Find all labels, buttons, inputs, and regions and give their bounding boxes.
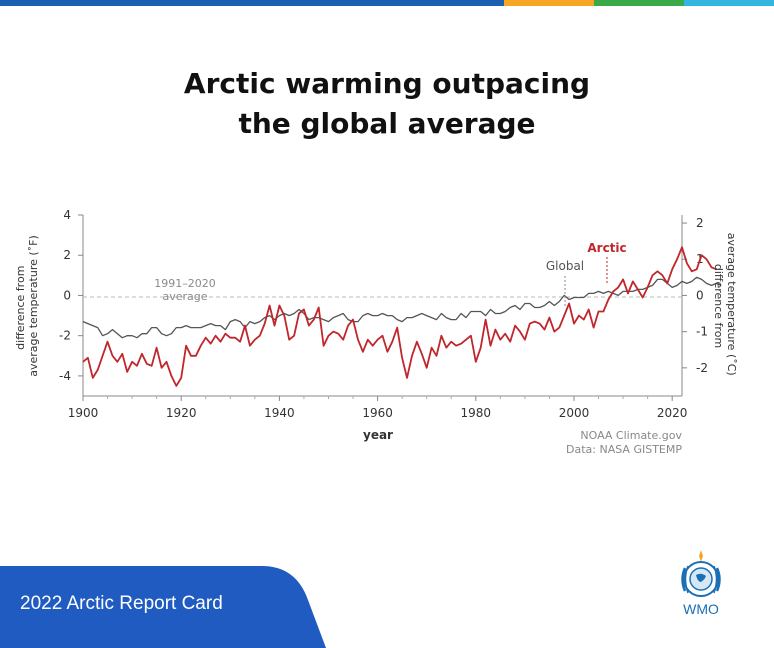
left-y-axis-label: difference from average temperature (˚F): [14, 235, 40, 377]
baseline-label-line-2: average: [162, 290, 207, 303]
x-tick-label: 2000: [559, 406, 590, 420]
right-y-axis-label-line-1: average temperature (˚C): [725, 233, 738, 376]
x-tick-label: 1960: [362, 406, 393, 420]
global-annotation: Global: [546, 259, 584, 273]
left-y-tick-label: 4: [63, 208, 71, 222]
left-y-tick-label: -4: [59, 369, 71, 383]
x-tick-label: 1980: [461, 406, 492, 420]
x-tick-label: 2020: [657, 406, 688, 420]
right-y-tick-label: 2: [696, 216, 704, 230]
left-y-tick-label: 2: [63, 248, 71, 262]
wmo-logo: WMO: [670, 548, 732, 620]
arctic-annotation: Arctic: [587, 241, 626, 255]
right-y-tick-label: -2: [696, 361, 708, 375]
chart-series: [82, 246, 722, 387]
x-axis-label: year: [363, 428, 393, 442]
footer-label: 2022 Arctic Report Card: [20, 593, 223, 614]
top-bar-blue-segment: [0, 0, 504, 6]
right-y-axis-label-line-2: difference from: [712, 264, 725, 348]
x-tick-label: 1920: [166, 406, 197, 420]
top-bar-orange-segment: [504, 0, 594, 6]
right-y-axis-label: average temperature (˚C) difference from: [712, 233, 738, 379]
arctic-series-line: [82, 246, 717, 387]
wmo-logo-text: WMO: [683, 601, 719, 617]
top-color-bar: [0, 0, 774, 6]
credit-line-1: NOAA Climate.gov: [580, 429, 682, 442]
credit-line-2: Data: NASA GISTEMP: [566, 443, 682, 456]
page-title: Arctic warming outpacing the global aver…: [0, 64, 774, 144]
left-y-tick-label: -2: [59, 329, 71, 343]
top-bar-teal-segment: [684, 0, 774, 6]
left-y-tick-label: 0: [63, 288, 71, 302]
baseline-label-line-1: 1991–2020: [154, 277, 216, 290]
x-tick-label: 1900: [68, 406, 99, 420]
left-y-axis-label-line-1: difference from: [14, 266, 27, 350]
title-line-1: Arctic warming outpacing: [183, 67, 591, 100]
top-bar-green-segment: [594, 0, 684, 6]
left-y-axis-label-line-2: average temperature (˚F): [27, 235, 40, 377]
global-series-line: [82, 276, 722, 339]
footer-banner-shape: [0, 566, 326, 648]
x-tick-label: 1940: [264, 406, 295, 420]
title-line-2: the global average: [238, 107, 536, 140]
chart-ticks: 1900 1920 1940 1960 1980 2000 2020420-2-4210-1…: [59, 208, 708, 420]
right-y-tick-label: -1: [696, 325, 708, 339]
right-y-tick-label: 0: [696, 288, 704, 302]
wmo-emblem-icon: [681, 550, 721, 597]
